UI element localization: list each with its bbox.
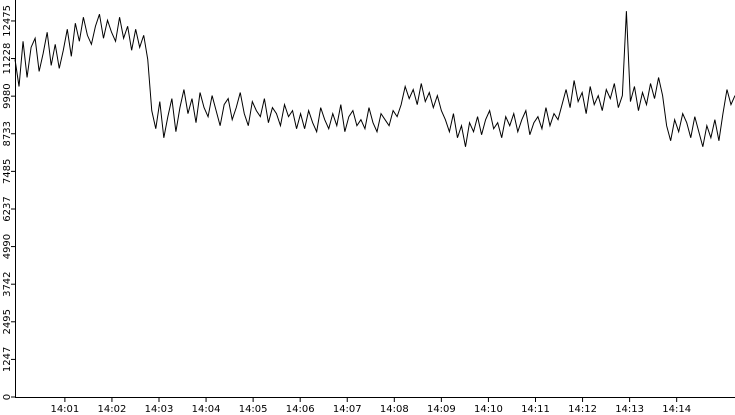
x-tick-label: 14:07 — [333, 404, 362, 415]
data-line — [14, 11, 735, 147]
x-tick-label: 14:10 — [474, 404, 503, 415]
y-tick-label: 0 — [2, 394, 13, 400]
x-tick-label: 14:02 — [98, 404, 127, 415]
y-tick-label: 6237 — [2, 196, 13, 221]
y-tick-label: 1247 — [2, 347, 13, 372]
x-tick-label: 14:06 — [286, 404, 315, 415]
x-tick-label: 14:05 — [239, 404, 268, 415]
y-tick-label: 7485 — [2, 159, 13, 184]
x-tick-label: 14:04 — [192, 404, 221, 415]
y-tick-label: 3742 — [2, 271, 13, 296]
x-tick-label: 14:09 — [427, 404, 456, 415]
x-tick-label: 14:12 — [568, 404, 597, 415]
y-tick-label: 9980 — [2, 83, 13, 108]
x-tick-label: 14:08 — [380, 404, 409, 415]
x-tick-label: 14:13 — [615, 404, 644, 415]
y-tick-label: 2495 — [2, 309, 13, 334]
y-tick-label: 4990 — [2, 234, 13, 259]
y-tick-label: 11228 — [2, 43, 13, 75]
y-tick-label: 8733 — [2, 121, 13, 146]
x-tick-label: 14:01 — [50, 404, 79, 415]
x-tick-label: 14:03 — [145, 404, 174, 415]
x-tick-label: 14:11 — [521, 404, 550, 415]
x-tick-label: 14:14 — [662, 404, 691, 415]
y-tick-label: 12475 — [2, 5, 13, 37]
